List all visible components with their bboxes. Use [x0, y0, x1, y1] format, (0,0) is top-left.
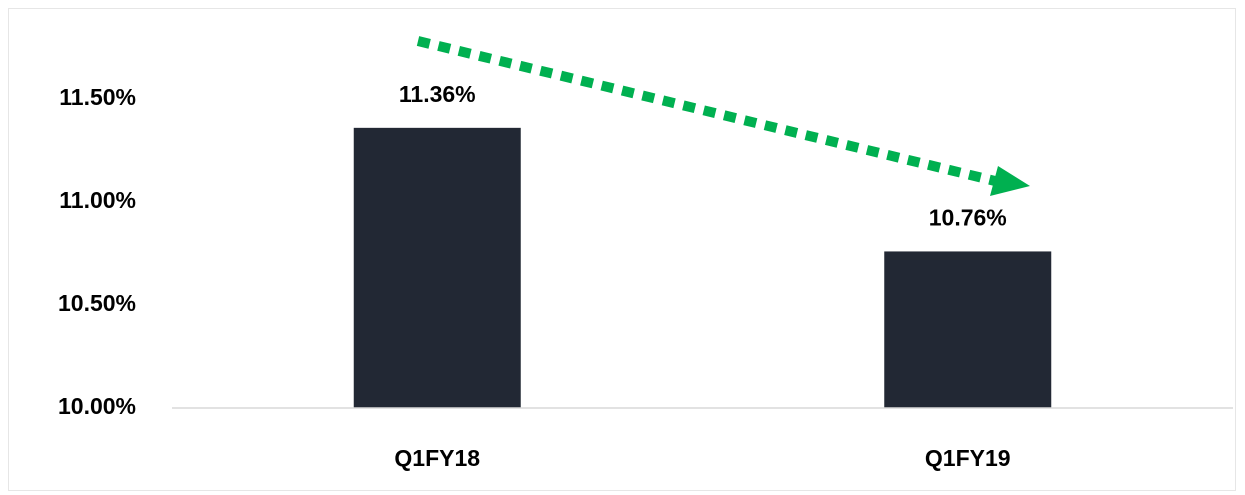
data-label: 10.76%: [929, 205, 1007, 231]
data-label: 11.36%: [399, 81, 476, 107]
trend-arrow: [416, 36, 1030, 196]
x-tick-label: Q1FY19: [925, 445, 1011, 471]
bar: [353, 127, 521, 408]
y-tick-label: 10.50%: [58, 290, 136, 316]
chart-frame: [8, 8, 1236, 491]
bar: [884, 251, 1052, 408]
y-tick-label: 11.50%: [59, 84, 136, 110]
x-tick-label: Q1FY18: [394, 445, 480, 471]
y-tick-label: 11.00%: [59, 187, 136, 213]
y-tick-label: 10.00%: [58, 393, 136, 419]
